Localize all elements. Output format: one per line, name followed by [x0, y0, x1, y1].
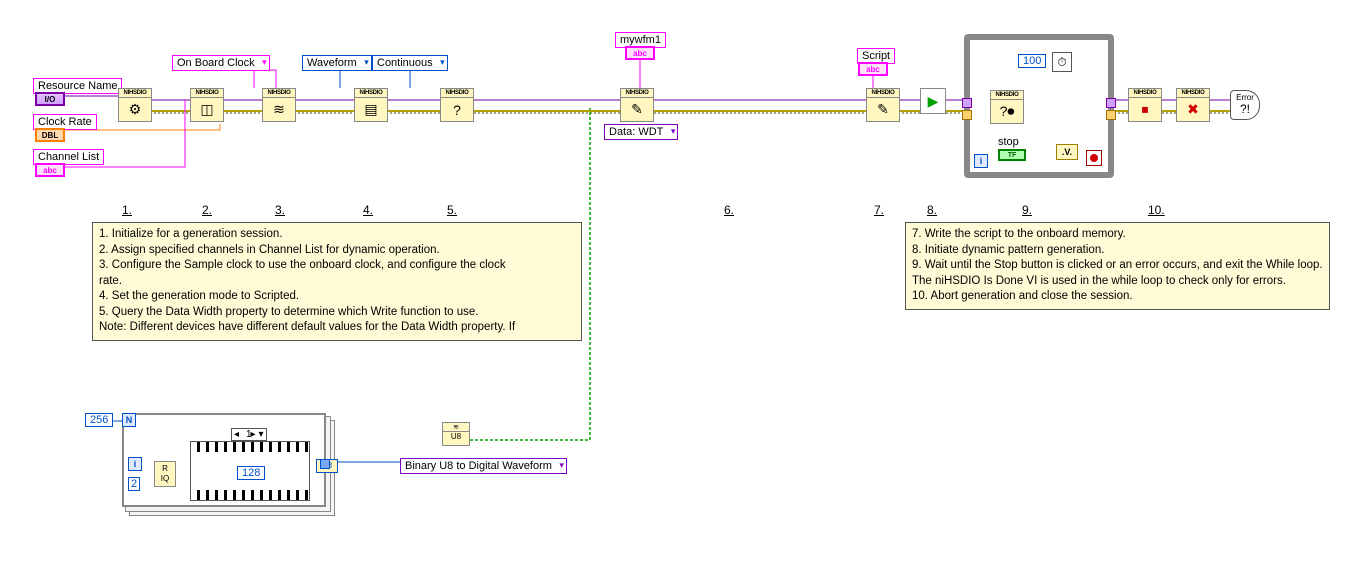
- step-6-label: 6.: [724, 203, 734, 217]
- vi-write-wfm[interactable]: NIHSDIO ✎: [620, 88, 654, 122]
- mywfm1-terminal[interactable]: abc: [625, 46, 655, 60]
- close-icon: ✖: [1179, 100, 1207, 119]
- channels-icon: ◫: [193, 100, 221, 119]
- vi-close[interactable]: NIHSDIO ✖: [1176, 88, 1210, 122]
- error-icon: ?!: [1240, 102, 1250, 116]
- data-type-ring[interactable]: Data: WDT: [604, 124, 678, 140]
- vi-config-clock[interactable]: NIHSDIO ≋: [262, 88, 296, 122]
- resource-name-terminal[interactable]: I/O: [35, 92, 65, 106]
- vi-property[interactable]: NIHSDIO ?: [440, 88, 474, 122]
- pencil-icon: ✎: [869, 100, 897, 119]
- wait-ms-vi[interactable]: ⏱: [1052, 52, 1072, 72]
- channel-list-terminal[interactable]: abc: [35, 163, 65, 177]
- while-i-terminal: i: [974, 154, 988, 168]
- error-handler[interactable]: Error ?!: [1230, 90, 1260, 120]
- metronome-icon: ⏱: [1057, 55, 1066, 70]
- script-terminal[interactable]: abc: [858, 62, 888, 76]
- pencil-icon: ✎: [623, 100, 651, 119]
- seq-val-const[interactable]: 128: [237, 466, 265, 480]
- step-9-label: 9.: [1022, 203, 1032, 217]
- const-2[interactable]: 2: [128, 477, 140, 491]
- stop-terminal[interactable]: TF: [998, 149, 1026, 161]
- for-i-terminal: i: [128, 457, 142, 471]
- seq-right-arrow[interactable]: ▸: [251, 429, 256, 440]
- play-icon: ▶: [923, 91, 943, 111]
- for-loop: N i 2 RIQ ◂ 1 ▸ ▾ 128 U8: [122, 413, 326, 507]
- clock-source-ring[interactable]: On Board Clock: [172, 55, 270, 71]
- clock-icon: ≋: [265, 100, 293, 119]
- while-tunnel-in-error: [962, 110, 972, 120]
- wait-ms-const[interactable]: 100: [1018, 54, 1046, 68]
- comment-right: 7. Write the script to the onboard memor…: [905, 222, 1330, 310]
- comment-left: 1. Initialize for a generation session. …: [92, 222, 582, 341]
- while-tunnel-in-session: [962, 98, 972, 108]
- clock-rate-terminal[interactable]: DBL: [35, 128, 65, 142]
- chevron-down-icon[interactable]: ▾: [259, 429, 264, 440]
- vi-assign-channels[interactable]: NIHSDIO ◫: [190, 88, 224, 122]
- stop-icon: ⏹: [1131, 100, 1159, 119]
- vi-init[interactable]: NIHSDIO ⚙: [118, 88, 152, 122]
- waveform-ring[interactable]: Waveform: [302, 55, 372, 71]
- binary-to-dwfm-vi[interactable]: ≋ U8: [442, 422, 470, 446]
- while-stop-terminal: [1086, 150, 1102, 166]
- vi-write-script[interactable]: NIHSDIO ✎: [866, 88, 900, 122]
- step-2-label: 2.: [202, 203, 212, 217]
- vi-initiate[interactable]: ▶: [920, 88, 946, 114]
- step-5-label: 5.: [447, 203, 457, 217]
- step-7-label: 7.: [874, 203, 884, 217]
- vi-gen-mode[interactable]: NIHSDIO ▤: [354, 88, 388, 122]
- vi-abort[interactable]: NIHSDIO ⏹: [1128, 88, 1162, 122]
- step-3-label: 3.: [275, 203, 285, 217]
- step-10-label: 10.: [1148, 203, 1165, 217]
- while-loop: 100 ⏱ NIHSDIO ?⏺ i stop TF .V.: [964, 34, 1114, 178]
- continuous-ring[interactable]: Continuous: [372, 55, 448, 71]
- stacked-sequence[interactable]: ◂ 1 ▸ ▾ 128: [190, 441, 310, 501]
- vi-header: NIHSDIO: [119, 89, 151, 98]
- for-n-const[interactable]: 256: [85, 413, 113, 427]
- while-tunnel-out-session: [1106, 98, 1116, 108]
- vi-is-done[interactable]: NIHSDIO ?⏺: [990, 90, 1024, 124]
- step-8-label: 8.: [927, 203, 937, 217]
- gear-icon: ⚙: [121, 100, 149, 119]
- quotient-remainder[interactable]: RIQ: [154, 461, 176, 487]
- stop-label: stop: [998, 136, 1019, 148]
- mode-icon: ▤: [357, 100, 385, 119]
- binary-to-wfm-ring[interactable]: Binary U8 to Digital Waveform: [400, 458, 567, 474]
- step-4-label: 4.: [363, 203, 373, 217]
- seq-selector[interactable]: ◂ 1 ▸ ▾: [231, 428, 267, 441]
- error-label: Error: [1236, 93, 1254, 102]
- for-n-terminal: N: [122, 413, 136, 427]
- for-tunnel-out: [320, 459, 330, 469]
- question-rec-icon: ?⏺: [993, 102, 1021, 121]
- property-icon: ?: [443, 100, 471, 119]
- step-1-label: 1.: [122, 203, 132, 217]
- or-gate[interactable]: .V.: [1056, 144, 1078, 160]
- while-tunnel-out-error: [1106, 110, 1116, 120]
- seq-left-arrow[interactable]: ◂: [234, 429, 239, 440]
